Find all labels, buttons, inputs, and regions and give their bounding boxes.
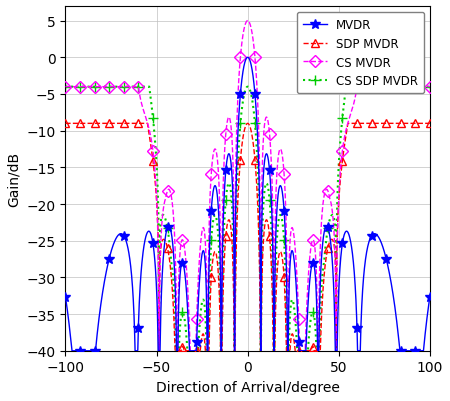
MVDR	[95, 324, 101, 328]
CS MVDR	[82, 85, 88, 90]
SDP MVDR	[71, 122, 76, 126]
SDP MVDR	[95, 122, 101, 126]
CS SDP MVDR	[71, 85, 76, 90]
MVDR	[282, 221, 288, 226]
MVDR	[427, 295, 432, 300]
Legend: MVDR, SDP MVDR, CS MVDR, CS SDP MVDR: MVDR, SDP MVDR, CS MVDR, CS SDP MVDR	[297, 13, 424, 94]
Line: CS MVDR: CS MVDR	[61, 17, 434, 355]
CS SDP MVDR	[427, 85, 432, 90]
Y-axis label: Gain/dB: Gain/dB	[7, 152, 21, 207]
MVDR	[363, 256, 369, 261]
CS MVDR	[71, 85, 76, 90]
SDP MVDR	[363, 122, 368, 126]
X-axis label: Direction of Arrival/degree: Direction of Arrival/degree	[156, 380, 340, 394]
SDP MVDR	[157, 348, 162, 353]
Line: MVDR: MVDR	[61, 53, 435, 356]
CS MVDR	[282, 185, 288, 190]
CS MVDR	[95, 85, 101, 90]
MVDR	[69, 348, 75, 353]
CS MVDR	[427, 85, 432, 90]
CS SDP MVDR	[173, 348, 179, 353]
CS MVDR	[157, 348, 162, 353]
CS MVDR	[245, 19, 250, 24]
CS MVDR	[63, 85, 68, 90]
CS SDP MVDR	[63, 85, 68, 90]
MVDR	[198, 260, 204, 265]
MVDR	[83, 348, 88, 353]
CS MVDR	[363, 85, 369, 90]
CS SDP MVDR	[82, 85, 88, 90]
SDP MVDR	[82, 122, 88, 126]
SDP MVDR	[427, 122, 432, 126]
MVDR	[63, 295, 68, 300]
CS SDP MVDR	[282, 250, 288, 255]
CS SDP MVDR	[95, 85, 101, 90]
CS MVDR	[198, 237, 204, 242]
CS SDP MVDR	[363, 85, 368, 90]
CS SDP MVDR	[198, 307, 204, 312]
Line: SDP MVDR: SDP MVDR	[61, 120, 434, 355]
MVDR	[245, 56, 250, 61]
SDP MVDR	[63, 122, 68, 126]
Line: CS SDP MVDR: CS SDP MVDR	[61, 83, 435, 356]
MVDR	[71, 348, 76, 353]
SDP MVDR	[198, 340, 204, 345]
SDP MVDR	[282, 287, 288, 292]
